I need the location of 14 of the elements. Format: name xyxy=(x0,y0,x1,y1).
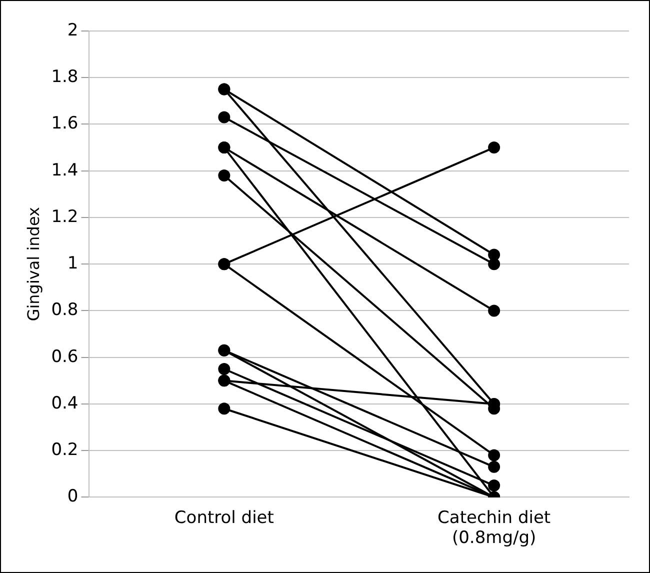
y-tick-label: 1 xyxy=(67,254,78,274)
y-tick-label: 2 xyxy=(67,20,78,40)
y-tick-label: 0.8 xyxy=(51,300,78,320)
y-tick-label: 1.6 xyxy=(51,114,78,134)
y-tick-label: 1.8 xyxy=(51,67,78,88)
y-axis-title: Gingival index xyxy=(24,207,43,322)
y-tick-label: 0 xyxy=(67,486,78,507)
x-tick-label: Control diet xyxy=(174,508,274,528)
y-tick-label: 0.6 xyxy=(51,346,78,367)
y-tick-label: 0.2 xyxy=(51,440,78,460)
y-tick-label: 1.4 xyxy=(51,160,78,180)
y-tick-label: 1.2 xyxy=(51,206,78,227)
y-tick-label: 0.4 xyxy=(51,393,78,414)
x-tick-label: Catechin diet (0.8mg/g) xyxy=(438,508,551,548)
